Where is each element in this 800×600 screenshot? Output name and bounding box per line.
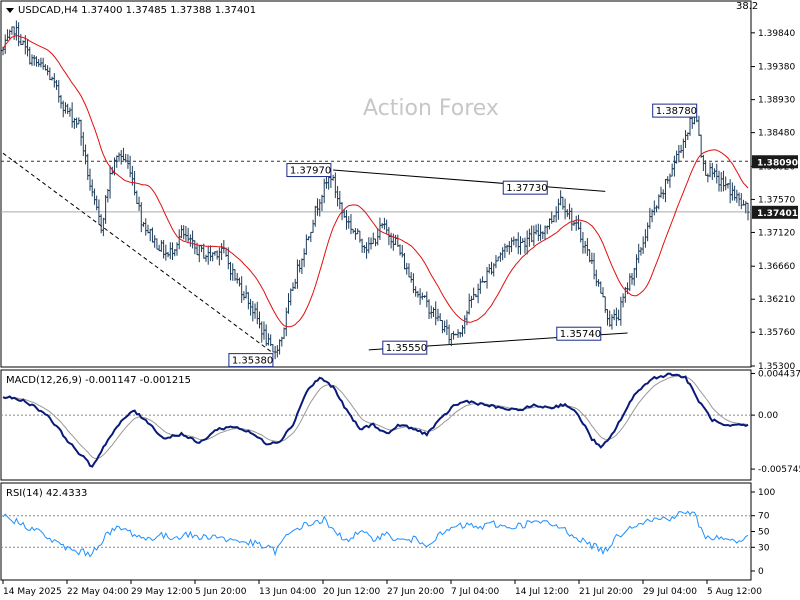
annotation-box (382, 340, 428, 355)
time-tick-label: 27 Jun 20:00 (387, 587, 444, 597)
time-tick-label: 13 Jun 04:00 (259, 587, 316, 597)
price-tag-label: 1.37401 (757, 209, 798, 219)
price-tag-label: 1.38090 (757, 158, 798, 168)
price-tick-label: 1.39380 (758, 63, 795, 73)
price-tick-label: 1.35760 (758, 328, 795, 338)
annotation-box (228, 353, 274, 368)
annotation-label: 1.37970 (290, 166, 331, 177)
macd-signal-line (2, 375, 749, 460)
time-tick-label: 20 Jun 12:00 (323, 587, 380, 597)
time-tick-label: 14 Jul 12:00 (515, 587, 569, 597)
price-tag (752, 155, 798, 169)
time-tick-label: 7 Jul 04:00 (451, 587, 500, 597)
price-tick-label: 1.36210 (758, 295, 795, 305)
symbol-header: USDCAD,H4 1.37400 1.37485 1.37388 1.3740… (18, 5, 256, 16)
macd-tick-label: 0.00 (758, 411, 778, 421)
price-tick-label: 1.36660 (758, 262, 795, 272)
price-annotations: 1.35380 1.37970 1.35550 1.37730 1.35740 1.387… (228, 103, 698, 368)
macd-tick-label: -0.005745 (758, 465, 800, 475)
price-panel[interactable]: Action Forex 1.39840 1.39380 1.38930 1.3848… (0, 0, 798, 372)
rsi-axis: 100 70 50 30 0 (1, 488, 775, 577)
trendline (333, 169, 606, 192)
time-tick-label: 29 Jul 04:00 (643, 587, 697, 597)
time-tick-label: 22 May 04:00 (67, 587, 129, 597)
time-axis: 14 May 2025 22 May 04:00 29 May 12:00 5 Jun… (2, 580, 762, 597)
rsi-tick-label: 0 (758, 567, 764, 577)
rsi-tick-label: 50 (758, 528, 770, 538)
macd-title: MACD(12,26,9) -0.001147 -0.001215 (6, 375, 191, 386)
rsi-tick-label: 70 (758, 512, 770, 522)
rsi-line (2, 510, 749, 558)
price-tick-label: 1.38480 (758, 129, 795, 139)
rsi-title: RSI(14) 42.4333 (6, 488, 87, 499)
macd-tick-label: 0.004437 (758, 369, 800, 379)
annotation-box (556, 326, 602, 341)
price-tick-label: 1.35300 (758, 362, 795, 372)
annotation-label: 1.35380 (232, 356, 273, 367)
annotation-box (652, 103, 698, 118)
macd-panel-frame (0, 369, 752, 481)
macd-panel[interactable]: 0.004437 0.00 -0.005745 MACD(12,26,9) -0.0… (0, 369, 800, 481)
annotation-label: 1.38780 (656, 106, 697, 117)
annotation-box (286, 163, 332, 178)
price-tick-label: 1.37570 (758, 195, 795, 205)
price-tick-label: 1.39840 (758, 29, 795, 39)
price-tag (752, 205, 798, 219)
time-tick-label: 29 May 12:00 (131, 587, 193, 597)
rsi-tick-label: 100 (758, 488, 775, 498)
annotation-label: 1.35550 (386, 343, 427, 354)
time-tick-label: 14 May 2025 (3, 587, 62, 597)
time-tick-label: 5 Jun 20:00 (195, 587, 247, 597)
rsi-panel[interactable]: 100 70 50 30 0 RSI(14) 42.4333 (0, 482, 775, 581)
price-tags: 1.38090 1.37401 (752, 155, 798, 219)
rsi-tick-label: 30 (758, 543, 770, 553)
price-tick-label: 1.37120 (758, 228, 795, 238)
macd-axis: 0.004437 0.00 -0.005745 (1, 369, 800, 475)
annotation-label: 1.35740 (560, 329, 601, 340)
macd-main-line (2, 372, 749, 468)
collapse-triangle-icon[interactable] (6, 8, 14, 13)
annotation-box (502, 180, 548, 195)
reference-lines (1, 160, 751, 213)
moving-average-line (2, 34, 749, 328)
annotation-label: 1.37730 (506, 183, 547, 194)
watermark: Action Forex (363, 96, 499, 121)
time-tick-label: 21 Jul 20:00 (579, 587, 633, 597)
time-tick-label: 5 Aug 12:00 (707, 587, 762, 597)
price-tick-label: 1.38930 (758, 96, 795, 106)
corner-value: 38.2 (736, 1, 758, 12)
price-panel-frame (0, 0, 752, 368)
